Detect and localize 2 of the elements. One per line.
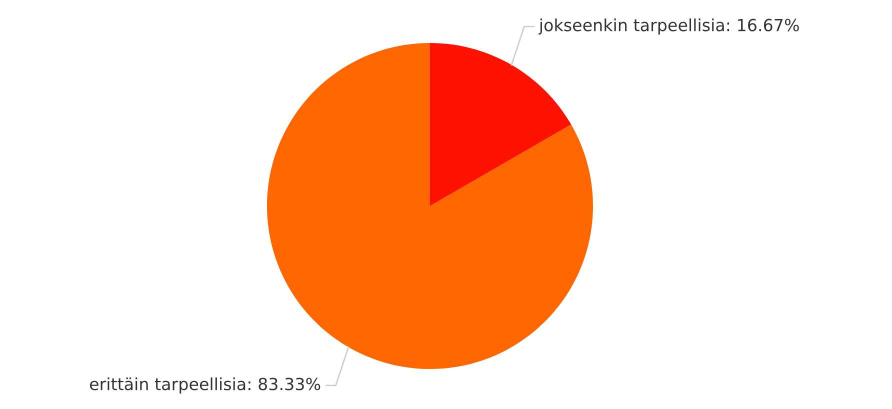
slice-label: jokseenkin tarpeellisia: 16.67%	[538, 18, 799, 35]
slice-label: erittäin tarpeellisia: 83.33%	[90, 377, 320, 394]
